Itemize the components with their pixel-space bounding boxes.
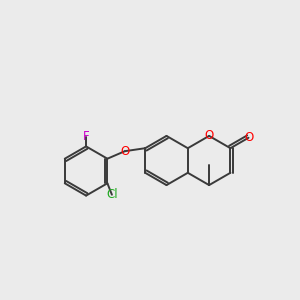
Text: Cl: Cl [106,188,118,201]
Text: O: O [205,129,214,142]
Text: O: O [244,131,253,144]
Text: F: F [83,130,89,143]
Text: O: O [120,145,129,158]
